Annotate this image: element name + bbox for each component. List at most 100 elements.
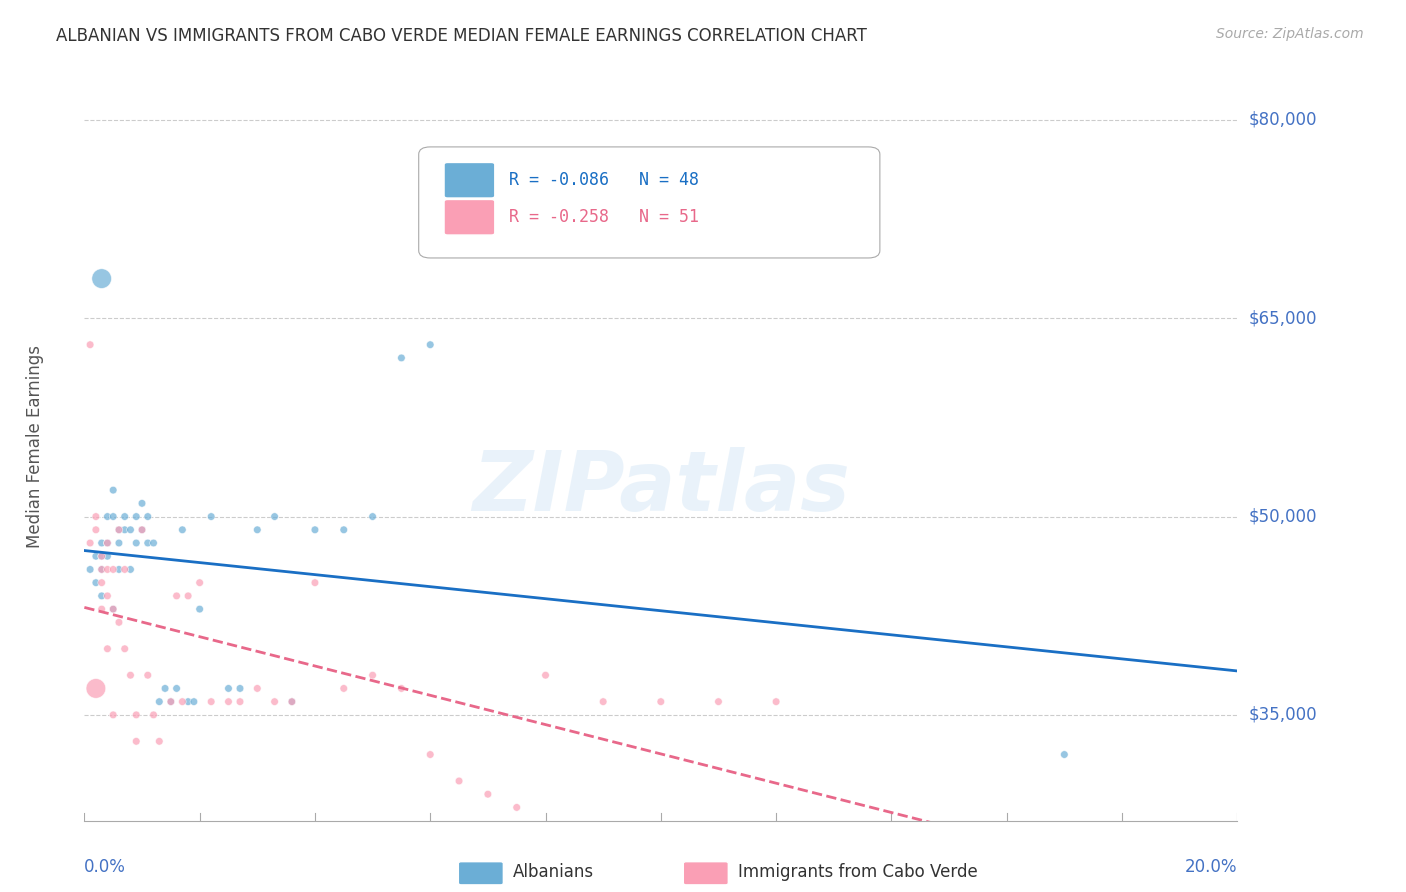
Point bbox=[114, 509, 136, 524]
Point bbox=[84, 523, 107, 537]
Point bbox=[361, 668, 384, 682]
Point bbox=[534, 668, 557, 682]
Point bbox=[108, 523, 131, 537]
Point bbox=[177, 695, 200, 709]
Text: R = -0.086   N = 48: R = -0.086 N = 48 bbox=[509, 171, 699, 189]
Point bbox=[166, 589, 188, 603]
Point bbox=[108, 536, 131, 550]
Text: Source: ZipAtlas.com: Source: ZipAtlas.com bbox=[1216, 27, 1364, 41]
Point bbox=[172, 695, 194, 709]
Point bbox=[90, 549, 112, 564]
Point bbox=[125, 707, 148, 722]
Point bbox=[229, 681, 252, 696]
Point bbox=[172, 523, 194, 537]
FancyBboxPatch shape bbox=[444, 200, 495, 235]
Point bbox=[108, 615, 131, 630]
Point bbox=[79, 562, 101, 576]
Point bbox=[166, 681, 188, 696]
Point bbox=[160, 695, 183, 709]
Point bbox=[90, 602, 112, 616]
Point bbox=[333, 681, 356, 696]
Point bbox=[79, 337, 101, 351]
Point bbox=[263, 695, 285, 709]
Point bbox=[90, 549, 112, 564]
Point bbox=[103, 509, 124, 524]
Point bbox=[148, 734, 170, 748]
Point bbox=[263, 509, 285, 524]
Point bbox=[200, 509, 222, 524]
Point bbox=[84, 509, 107, 524]
Point bbox=[96, 641, 118, 656]
Point bbox=[90, 562, 112, 576]
Point bbox=[103, 483, 124, 497]
Text: ALBANIAN VS IMMIGRANTS FROM CABO VERDE MEDIAN FEMALE EARNINGS CORRELATION CHART: ALBANIAN VS IMMIGRANTS FROM CABO VERDE M… bbox=[56, 27, 868, 45]
Point bbox=[419, 747, 441, 762]
Text: R = -0.258   N = 51: R = -0.258 N = 51 bbox=[509, 208, 699, 227]
Point bbox=[103, 602, 124, 616]
Text: Immigrants from Cabo Verde: Immigrants from Cabo Verde bbox=[738, 863, 979, 881]
Text: 0.0%: 0.0% bbox=[84, 858, 127, 876]
Point bbox=[188, 602, 211, 616]
Point bbox=[90, 271, 112, 285]
Text: ZIPatlas: ZIPatlas bbox=[472, 447, 849, 528]
Text: $50,000: $50,000 bbox=[1249, 508, 1317, 525]
Text: Median Female Earnings: Median Female Earnings bbox=[27, 344, 44, 548]
Point bbox=[449, 774, 471, 789]
Point bbox=[90, 536, 112, 550]
Point bbox=[142, 536, 165, 550]
Point bbox=[765, 695, 787, 709]
Text: $35,000: $35,000 bbox=[1249, 706, 1317, 724]
Point bbox=[281, 695, 304, 709]
Point bbox=[136, 509, 159, 524]
Point bbox=[160, 695, 183, 709]
Point bbox=[391, 681, 413, 696]
Point bbox=[218, 695, 240, 709]
Point bbox=[333, 523, 356, 537]
Point bbox=[304, 523, 326, 537]
Point bbox=[108, 523, 131, 537]
FancyBboxPatch shape bbox=[419, 147, 880, 258]
Point bbox=[84, 549, 107, 564]
Text: Albanians: Albanians bbox=[513, 863, 595, 881]
Point bbox=[246, 523, 269, 537]
Point bbox=[131, 496, 153, 510]
Text: $80,000: $80,000 bbox=[1249, 111, 1317, 129]
Point bbox=[96, 589, 118, 603]
Point bbox=[103, 707, 124, 722]
Text: $65,000: $65,000 bbox=[1249, 310, 1317, 327]
Point bbox=[136, 668, 159, 682]
Point bbox=[114, 523, 136, 537]
Point bbox=[136, 536, 159, 550]
Point bbox=[1053, 747, 1076, 762]
Point bbox=[96, 536, 118, 550]
Point bbox=[142, 707, 165, 722]
Point bbox=[125, 509, 148, 524]
Point bbox=[131, 523, 153, 537]
Point bbox=[90, 589, 112, 603]
Point bbox=[281, 695, 304, 709]
Point bbox=[131, 523, 153, 537]
Point bbox=[391, 351, 413, 365]
Point bbox=[177, 589, 200, 603]
Point bbox=[218, 681, 240, 696]
FancyBboxPatch shape bbox=[444, 162, 495, 198]
Point bbox=[200, 695, 222, 709]
Point bbox=[114, 562, 136, 576]
Point bbox=[120, 523, 142, 537]
Point bbox=[125, 734, 148, 748]
Point bbox=[96, 549, 118, 564]
Point bbox=[84, 575, 107, 590]
Point bbox=[148, 695, 170, 709]
Point bbox=[125, 536, 148, 550]
Point bbox=[114, 641, 136, 656]
Point bbox=[361, 509, 384, 524]
Point bbox=[96, 509, 118, 524]
Point bbox=[120, 668, 142, 682]
Point bbox=[246, 681, 269, 696]
Point bbox=[592, 695, 614, 709]
Point bbox=[188, 575, 211, 590]
Point bbox=[96, 536, 118, 550]
Point bbox=[120, 562, 142, 576]
Point bbox=[506, 800, 529, 814]
Point bbox=[79, 536, 101, 550]
